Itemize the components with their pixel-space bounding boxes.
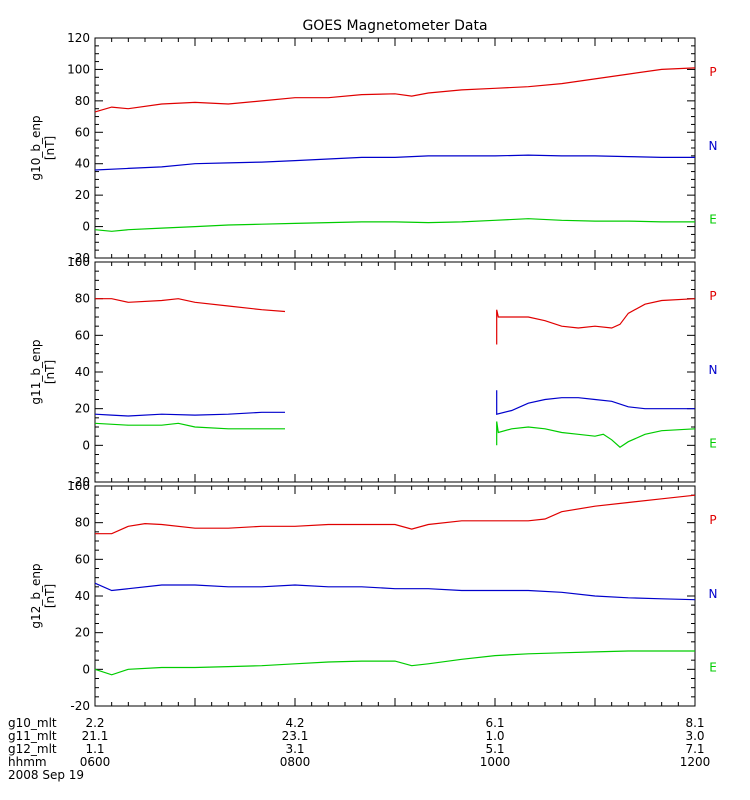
series-line-e: [94, 218, 695, 232]
footer-value: 1.0: [485, 729, 504, 743]
y-tick-label: 100: [67, 479, 90, 493]
y-tick-label: 20: [75, 402, 90, 416]
y-tick-label: -20: [70, 475, 90, 489]
series-line-n: [94, 154, 695, 171]
footer-table: g10_mlt 2.2 4.2 6.1 8.1 g11_mlt 21.1 23.1 1.0 3.0…: [8, 716, 710, 782]
y-tick-label: 40: [75, 365, 90, 379]
footer-row-label: g10_mlt: [8, 716, 57, 730]
series-line-p: [94, 67, 696, 113]
panel-frame: [94, 261, 696, 483]
y-tick-label: -20: [70, 699, 90, 713]
footer-value: 7.1: [685, 742, 704, 756]
y-tick-label: 20: [75, 188, 90, 202]
panel-1: -20 0 20 40 60 80 100 120 g10_b_enp [nT] P N E: [29, 31, 717, 265]
footer-value: 5.1: [485, 742, 504, 756]
legend-p: P: [709, 289, 716, 303]
y-tick-label: 0: [82, 438, 90, 452]
footer-value: 8.1: [685, 716, 704, 730]
series-line-p: [95, 494, 696, 535]
footer-row-label: g11_mlt: [8, 729, 57, 743]
y-tick-label: 120: [67, 31, 90, 45]
y-axis-label: g12_b_enp: [29, 563, 43, 628]
footer-value: 6.1: [485, 716, 504, 730]
y-tick-label: 80: [75, 292, 90, 306]
y-axis-label: g10_b_enp: [29, 115, 43, 180]
legend-e: E: [709, 213, 717, 227]
y-tick-label: 100: [67, 62, 90, 76]
y-tick-label: 40: [75, 157, 90, 171]
footer-value: 0600: [80, 755, 111, 769]
footer-value: 3.1: [285, 742, 304, 756]
y-axis-unit: [nT]: [43, 136, 57, 160]
y-tick-label: 80: [75, 94, 90, 108]
y-axis-unit: [nT]: [43, 584, 57, 608]
panel-frame: [94, 37, 696, 259]
y-tick-label: -20: [70, 251, 90, 265]
series-line-e: [94, 650, 695, 676]
y-tick-label: 100: [67, 255, 90, 269]
y-tick-label: 0: [82, 220, 90, 234]
y-tick-label: 40: [75, 589, 90, 603]
footer-row-label: g12_mlt: [8, 742, 57, 756]
y-tick-label: 60: [75, 552, 90, 566]
footer-value: 1000: [480, 755, 511, 769]
legend-p: P: [709, 65, 716, 79]
y-axis-label: g11_b_enp: [29, 339, 43, 404]
legend-n: N: [709, 587, 718, 601]
panel-3: -20 0 20 40 60 80 100 g12_b_enp [nT] P N E: [29, 479, 717, 713]
footer-date: 2008 Sep 19: [8, 768, 84, 782]
legend-p: P: [709, 513, 716, 527]
y-tick-label: 60: [75, 125, 90, 139]
footer-value: 4.2: [285, 716, 304, 730]
series-line-e: [496, 421, 696, 448]
y-tick-label: 60: [75, 328, 90, 342]
chart-title: GOES Magnetometer Data: [302, 18, 487, 34]
footer-value: 23.1: [282, 729, 309, 743]
footer-value: 1200: [680, 755, 711, 769]
footer-row-label: hhmm: [8, 755, 47, 769]
footer-value: 0800: [280, 755, 311, 769]
series-line-n: [94, 411, 285, 417]
y-tick-label: 80: [75, 516, 90, 530]
footer-value: 3.0: [685, 729, 704, 743]
legend-e: E: [709, 437, 717, 451]
legend-n: N: [709, 363, 718, 377]
legend-n: N: [709, 139, 718, 153]
panel-2: -20 0 20 40 60 80 100 g11_b_enp [nT] P N E: [29, 255, 717, 489]
series-line-n: [94, 582, 696, 601]
y-tick-label: 0: [82, 662, 90, 676]
footer-value: 2.2: [85, 716, 104, 730]
series-line-p: [496, 298, 696, 345]
series-line-p: [95, 298, 286, 313]
y-tick-label: 20: [75, 626, 90, 640]
legend-e: E: [709, 661, 717, 675]
series-line-n: [496, 390, 695, 415]
series-line-e: [94, 422, 285, 430]
footer-value: 21.1: [82, 729, 109, 743]
y-axis-unit: [nT]: [43, 360, 57, 384]
footer-value: 1.1: [85, 742, 104, 756]
